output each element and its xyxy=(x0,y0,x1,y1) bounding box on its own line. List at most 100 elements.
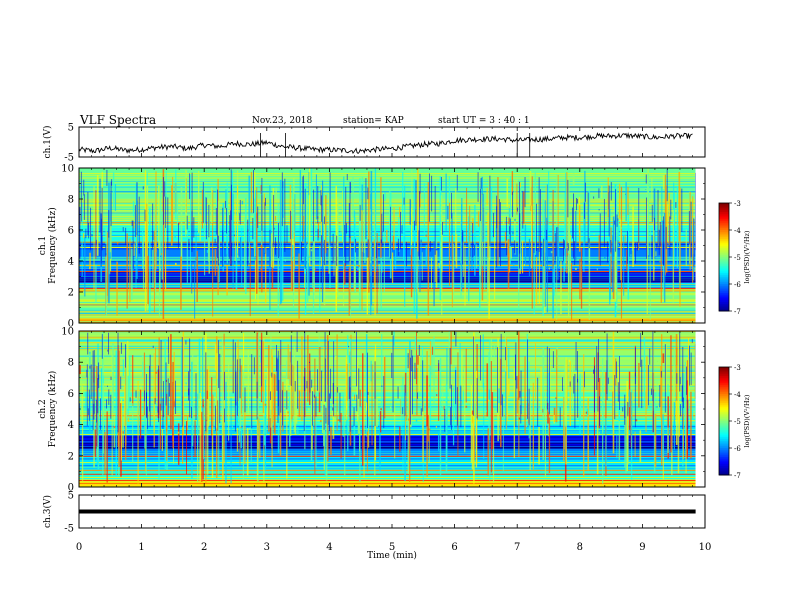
ch2-colorbar-swatch xyxy=(719,374,729,377)
ch2-streak xyxy=(465,348,467,403)
ch1-streak xyxy=(126,233,128,309)
ch2-streak xyxy=(325,407,327,424)
ch1-streak xyxy=(665,226,667,250)
ch1-streak xyxy=(414,220,415,231)
ch1-streak xyxy=(302,176,304,242)
ch1-streak xyxy=(299,170,302,266)
ch1-streak xyxy=(165,196,167,229)
ch1-streak xyxy=(117,262,119,265)
ch1-streak xyxy=(569,247,572,301)
ch2-hline xyxy=(79,398,696,399)
ch1-streak xyxy=(448,202,451,286)
ch2-streak xyxy=(682,346,684,430)
ch1-streak xyxy=(662,175,665,189)
ch2-streak xyxy=(323,404,325,430)
ch1-streak xyxy=(106,169,108,186)
ch2-streak xyxy=(367,416,370,429)
ch1-streak xyxy=(435,250,438,288)
ch2-streak xyxy=(344,389,346,476)
ch1-streak xyxy=(227,253,229,256)
ch2-streak xyxy=(634,431,636,457)
ch2-streak xyxy=(431,338,433,376)
ch2-streak xyxy=(154,398,156,405)
ch2-streak xyxy=(455,369,457,405)
ch1-streak xyxy=(524,224,527,266)
ch2-streak xyxy=(332,382,334,405)
ch2-streak xyxy=(120,399,122,461)
ch2-streak xyxy=(139,389,142,439)
ch1-streak xyxy=(514,240,516,254)
ch2-hline xyxy=(79,366,696,368)
ch2-streak xyxy=(80,376,82,423)
ch2-streak xyxy=(634,347,636,385)
x-tick-label: 0 xyxy=(76,542,82,553)
ch2-streak xyxy=(340,412,342,459)
ch2-streak xyxy=(443,405,445,410)
ch1-streak xyxy=(580,248,583,309)
ch2-streak xyxy=(365,402,368,411)
ch2-streak xyxy=(100,368,103,411)
ch1-streak xyxy=(321,195,323,222)
ch1-streak xyxy=(510,247,512,259)
ch1-hline xyxy=(79,174,696,176)
ch2-streak xyxy=(240,427,243,449)
ch2-colorbar-swatch xyxy=(719,395,729,399)
ch1-streak xyxy=(651,178,653,202)
y-tick-label: 8 xyxy=(68,358,74,369)
ch1-streak xyxy=(110,181,112,227)
ch1-colorbar-swatch xyxy=(719,266,729,269)
ch2-streak xyxy=(524,356,526,434)
ch1-streak xyxy=(563,239,564,261)
ch2-streak xyxy=(407,353,409,369)
ch1-hline xyxy=(79,289,696,291)
ch1-interference-line xyxy=(79,264,696,266)
ch2-streak xyxy=(186,415,189,431)
ch1-streak xyxy=(556,227,558,257)
ch2-streak xyxy=(359,431,361,482)
ch1-hline xyxy=(79,277,696,279)
ch1-streak xyxy=(601,185,603,199)
ch1-streak xyxy=(108,182,110,304)
ch1-streak xyxy=(466,187,468,244)
ch2-streak xyxy=(298,390,301,417)
ch2-streak xyxy=(379,411,381,472)
ch1-streak xyxy=(105,244,107,257)
ch1-streak xyxy=(203,189,206,276)
ch2-streak xyxy=(627,402,629,417)
y-tick-label: 5 xyxy=(68,123,74,134)
ch1-hline xyxy=(79,316,696,318)
ch2-streak xyxy=(507,378,510,396)
ch2-hline xyxy=(79,379,696,381)
ch1-streak xyxy=(572,248,574,251)
ch1-interference-line xyxy=(79,314,696,316)
ch1-hline xyxy=(79,182,696,184)
ch1-hline xyxy=(79,174,696,176)
ch2-streak xyxy=(86,364,88,426)
ch2-colorbar-swatch xyxy=(719,453,729,456)
ch1-streak xyxy=(483,193,486,291)
ch1-hline xyxy=(79,191,696,192)
ch2-streak xyxy=(98,374,100,389)
ch1-hline xyxy=(79,260,696,262)
ch1-hline xyxy=(79,262,696,264)
ch1-streak xyxy=(574,241,576,266)
y-axis-label: Frequency (kHz) xyxy=(47,207,58,284)
ch2-streak xyxy=(264,403,267,406)
ch2-streak xyxy=(333,341,335,417)
ch2-streak xyxy=(691,409,694,420)
ch2-colorbar-swatch xyxy=(719,439,729,442)
ch1-streak xyxy=(87,192,89,236)
ch2-streak xyxy=(652,331,654,402)
ch2-streak xyxy=(688,345,690,386)
y-tick-label: 6 xyxy=(68,389,74,400)
ch1-colorbar-swatch xyxy=(719,269,729,272)
ch2-streak xyxy=(618,407,621,421)
ch2-streak xyxy=(363,402,365,479)
ch2-streak xyxy=(622,407,624,412)
ch1-streak xyxy=(329,172,331,246)
ch2-streak xyxy=(165,362,167,406)
ch1-colorbar-swatch xyxy=(719,285,729,289)
ch1-streak xyxy=(567,243,569,251)
ch1-streak xyxy=(567,179,569,218)
ch2-streak xyxy=(475,370,478,468)
